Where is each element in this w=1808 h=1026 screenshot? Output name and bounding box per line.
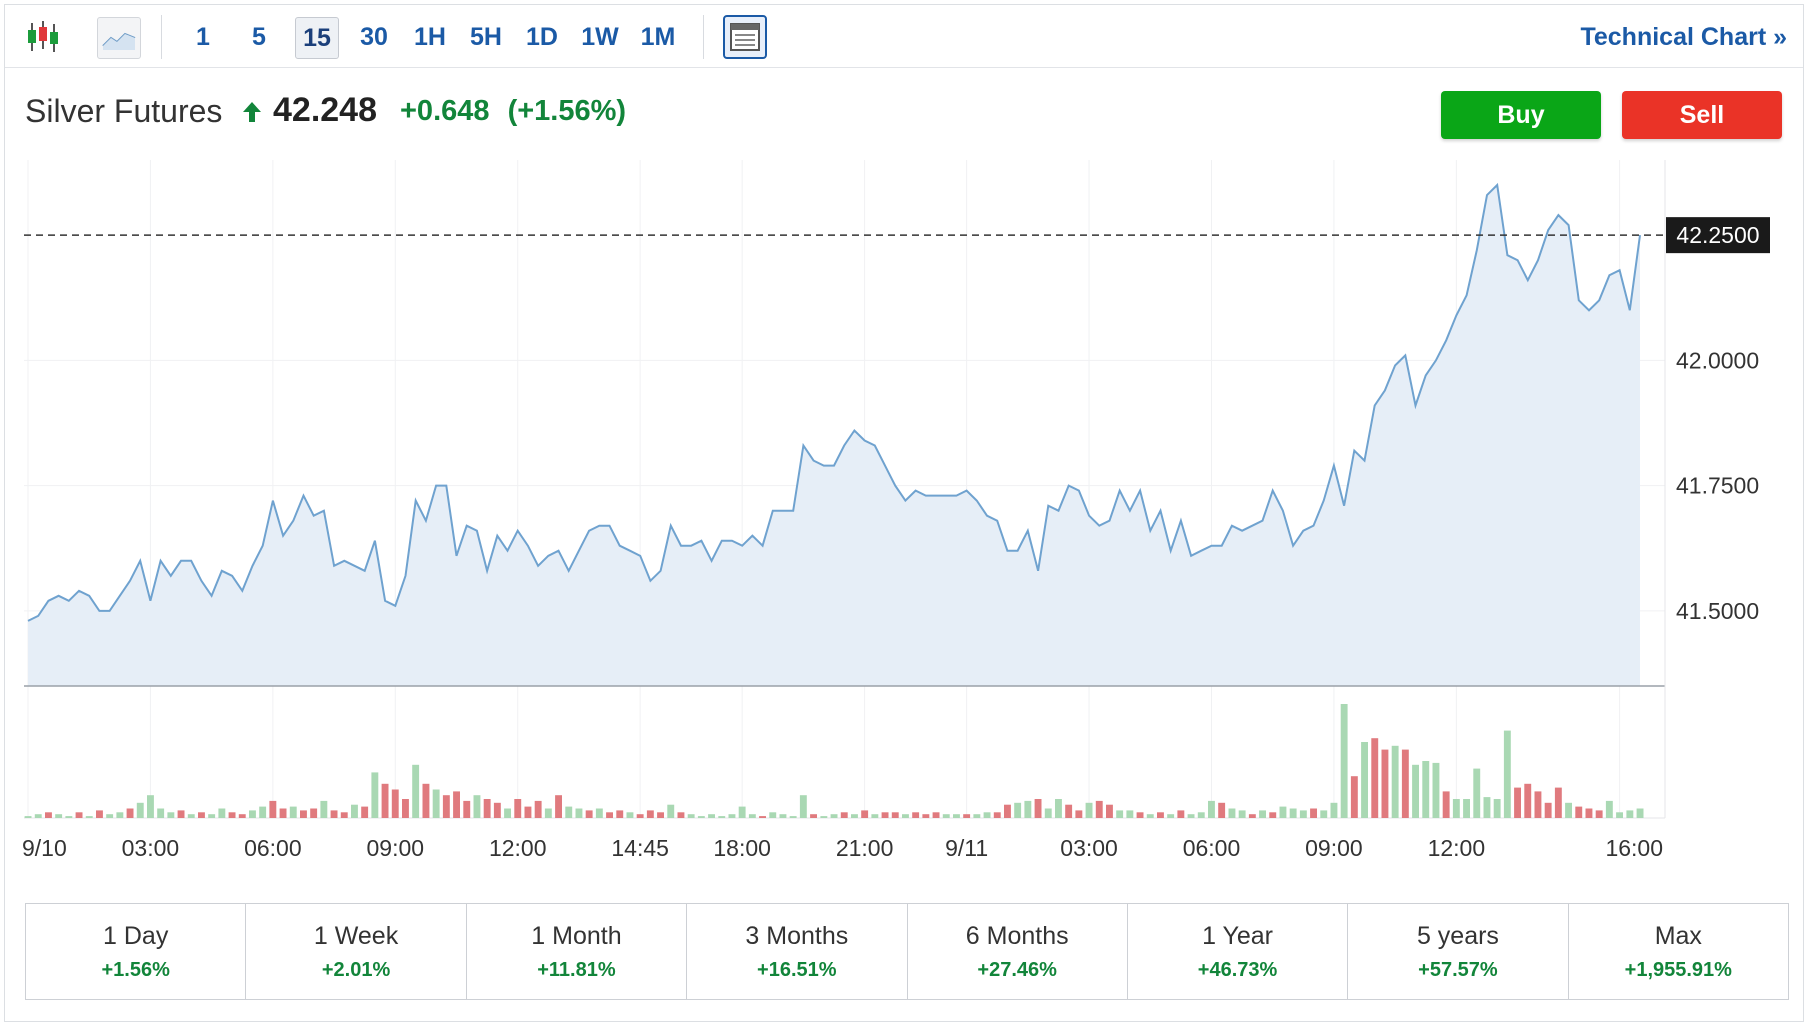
interval-1d[interactable]: 1D — [526, 23, 558, 51]
period-label: 1 Week — [313, 922, 399, 950]
period-value: +1,955.91% — [1624, 959, 1732, 981]
chart-toolbar: 1 5 15 30 1H 5H 1D 1W 1M Technical Chart… — [5, 5, 1803, 68]
candlestick-icon[interactable] — [23, 17, 63, 57]
toolbar-divider — [161, 15, 162, 59]
last-price: 42.248 — [273, 91, 377, 129]
arrow-up-icon — [242, 101, 262, 128]
period-1-month[interactable]: 1 Month +11.81% — [467, 904, 688, 999]
technical-chart-link[interactable]: Technical Chart » — [1580, 23, 1787, 51]
price-change-abs: +0.648 — [400, 95, 490, 127]
period-label: Max — [1654, 922, 1702, 950]
period-label: 6 Months — [965, 922, 1069, 950]
price-change-pct: (+1.56%) — [507, 95, 627, 127]
period-value: +57.57% — [1418, 959, 1498, 981]
sell-button[interactable]: Sell — [1622, 91, 1782, 139]
line-chart-icon[interactable] — [97, 17, 141, 59]
period-label: 1 Day — [103, 922, 169, 950]
period-1-week[interactable]: 1 Week +2.01% — [246, 904, 467, 999]
interval-15[interactable]: 15 — [295, 17, 339, 59]
chart-widget: 1 5 15 30 1H 5H 1D 1W 1M Technical Chart… — [4, 4, 1804, 1022]
toolbar-divider — [703, 15, 704, 59]
price-change: +0.648 (+1.56%) — [400, 95, 626, 128]
period-label: 3 Months — [745, 922, 849, 950]
interval-5h[interactable]: 5H — [470, 23, 502, 51]
interval-1m[interactable]: 1M — [640, 23, 676, 51]
interval-1w[interactable]: 1W — [581, 23, 619, 51]
table-icon[interactable] — [723, 15, 767, 59]
period-1-year[interactable]: 1 Year +46.73% — [1128, 904, 1349, 999]
period-5-years[interactable]: 5 years +57.57% — [1348, 904, 1569, 999]
period-max[interactable]: Max +1,955.91% — [1569, 904, 1788, 999]
period-value: +1.56% — [101, 959, 170, 981]
interval-30[interactable]: 30 — [360, 23, 388, 51]
buy-button[interactable]: Buy — [1441, 91, 1601, 139]
period-value: +46.73% — [1197, 959, 1278, 981]
interval-5[interactable]: 5 — [252, 23, 266, 51]
period-value: +16.51% — [757, 959, 837, 981]
period-value: +11.81% — [537, 959, 616, 981]
interval-1[interactable]: 1 — [196, 23, 210, 51]
period-label: 1 Year — [1202, 922, 1274, 950]
performance-periods: 1 Day +1.56% 1 Week +2.01% 1 Month +11.8… — [25, 903, 1789, 1000]
period-6-months[interactable]: 6 Months +27.46% — [908, 904, 1128, 999]
period-value: +2.01% — [321, 959, 391, 981]
period-label: 1 Month — [531, 922, 622, 950]
period-1-day[interactable]: 1 Day +1.56% — [26, 904, 247, 999]
period-value: +27.46% — [977, 959, 1057, 981]
period-3-months[interactable]: 3 Months +16.51% — [687, 904, 908, 999]
period-label: 5 years — [1416, 922, 1499, 950]
interval-1h[interactable]: 1H — [414, 23, 446, 51]
instrument-title: Silver Futures — [25, 93, 223, 129]
